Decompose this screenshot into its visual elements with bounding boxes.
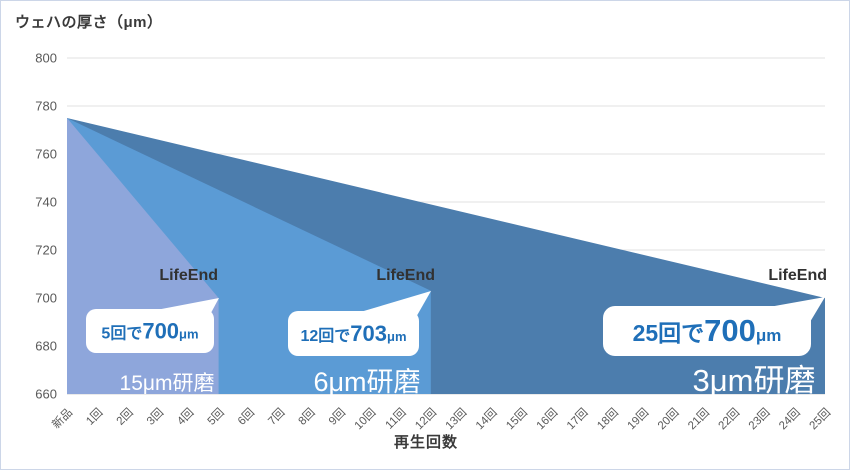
callout-text: 5回で700μm (101, 318, 198, 343)
x-tick-label: 20回 (655, 406, 681, 432)
lifeend-label: LifeEnd (159, 267, 218, 284)
callout-box (288, 311, 419, 356)
x-tick-label: 12回 (413, 406, 439, 432)
y-tick-label: 700 (35, 291, 57, 306)
callout-text: 25回で700μm (633, 313, 782, 348)
x-tick-label: 15回 (504, 406, 530, 432)
x-axis-title: 再生回数 (393, 434, 458, 451)
x-tick-label: 18回 (595, 406, 621, 432)
y-tick-label: 680 (35, 339, 57, 354)
x-tick-label: 21回 (685, 406, 711, 432)
x-tick-label: 22回 (716, 406, 742, 432)
y-tick-label: 760 (35, 147, 57, 162)
chart-title: ウェハの厚さ（μm） (15, 14, 163, 31)
x-tick-label: 19回 (625, 406, 651, 432)
x-tick-label: 14回 (473, 406, 499, 432)
series-label-3um: 3μm研磨 (693, 363, 816, 398)
callout-box (603, 306, 811, 356)
x-tick-label: 23回 (746, 406, 772, 432)
y-tick-label: 740 (35, 195, 57, 210)
x-tick-label: 1回 (84, 406, 106, 428)
x-tick-label: 5回 (205, 406, 227, 428)
y-tick-label: 720 (35, 243, 57, 258)
x-tick-label: 7回 (266, 406, 288, 428)
callout-text: 12回で703μm (300, 321, 406, 346)
x-tick-label: 10回 (352, 406, 378, 432)
x-tick-label: 9回 (326, 406, 348, 428)
y-tick-label: 800 (35, 51, 57, 66)
x-tick-label: 16回 (534, 406, 560, 432)
lifeend-label: LifeEnd (376, 267, 435, 284)
x-tick-label: 17回 (564, 406, 590, 432)
x-tick-label: 2回 (114, 406, 136, 428)
x-tick-label: 24回 (776, 406, 802, 432)
y-tick-label: 780 (35, 99, 57, 114)
callout-box (86, 309, 214, 353)
y-tick-label: 660 (35, 387, 57, 402)
x-tick-label: 6回 (235, 406, 257, 428)
x-tick-label: 新品 (49, 405, 75, 431)
x-tick-label: 11回 (383, 406, 409, 432)
x-tick-label: 25回 (807, 406, 833, 432)
lifeend-label: LifeEnd (768, 267, 827, 284)
x-tick-label: 13回 (443, 406, 469, 432)
series-label-15um: 15μm研磨 (120, 372, 215, 395)
x-tick-label: 8回 (296, 406, 318, 428)
series-label-6um: 6μm研磨 (313, 367, 420, 397)
x-tick-label: 4回 (175, 406, 197, 428)
x-tick-label: 3回 (144, 406, 166, 428)
